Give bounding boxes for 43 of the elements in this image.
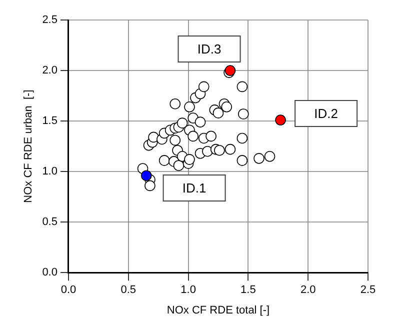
y-tick-label: 2.0: [42, 64, 58, 77]
point: [254, 153, 264, 164]
annotation: ID.2: [314, 106, 338, 122]
point: [148, 132, 159, 143]
y-tick-label: 0.5: [42, 216, 58, 228]
point: [264, 151, 276, 162]
annotation: ID.1: [182, 180, 206, 196]
x-tick-label: 2.5: [360, 284, 376, 296]
y-tick-label: 2.5: [42, 14, 58, 26]
y-tick-label: 1.0: [42, 166, 58, 178]
x-tick-label: 1.5: [240, 284, 256, 296]
x-axis-title: NOx CF RDE total [-]: [166, 304, 270, 316]
point: [144, 180, 156, 192]
point: [236, 155, 248, 166]
point: [198, 81, 210, 92]
point: [184, 154, 195, 165]
x-tick-label: 1.0: [180, 284, 196, 296]
point: [212, 108, 224, 118]
point: [236, 132, 248, 144]
point: [214, 144, 225, 156]
x-tick-label: 0.5: [120, 284, 136, 296]
point: [173, 160, 184, 171]
point: [221, 101, 232, 112]
x-tick-label: 0.0: [60, 284, 76, 296]
x-tick-label: 2.0: [300, 284, 316, 296]
point: [170, 98, 181, 110]
annotation: ID.3: [197, 42, 222, 57]
point: [176, 118, 188, 128]
point: [224, 144, 236, 155]
point: [206, 130, 216, 142]
point: [275, 114, 286, 126]
point: [238, 108, 249, 120]
point: [140, 170, 152, 181]
point: [158, 155, 170, 166]
y-tick-label: 0.0: [42, 266, 58, 279]
y-tick-label: 1.5: [42, 115, 58, 128]
point: [170, 134, 181, 146]
point: [184, 101, 195, 112]
point: [202, 146, 213, 157]
y-axis-title: NOx CF RDE urban [-]: [22, 90, 35, 203]
point: [194, 116, 206, 128]
point: [188, 130, 198, 142]
point: [236, 81, 248, 92]
